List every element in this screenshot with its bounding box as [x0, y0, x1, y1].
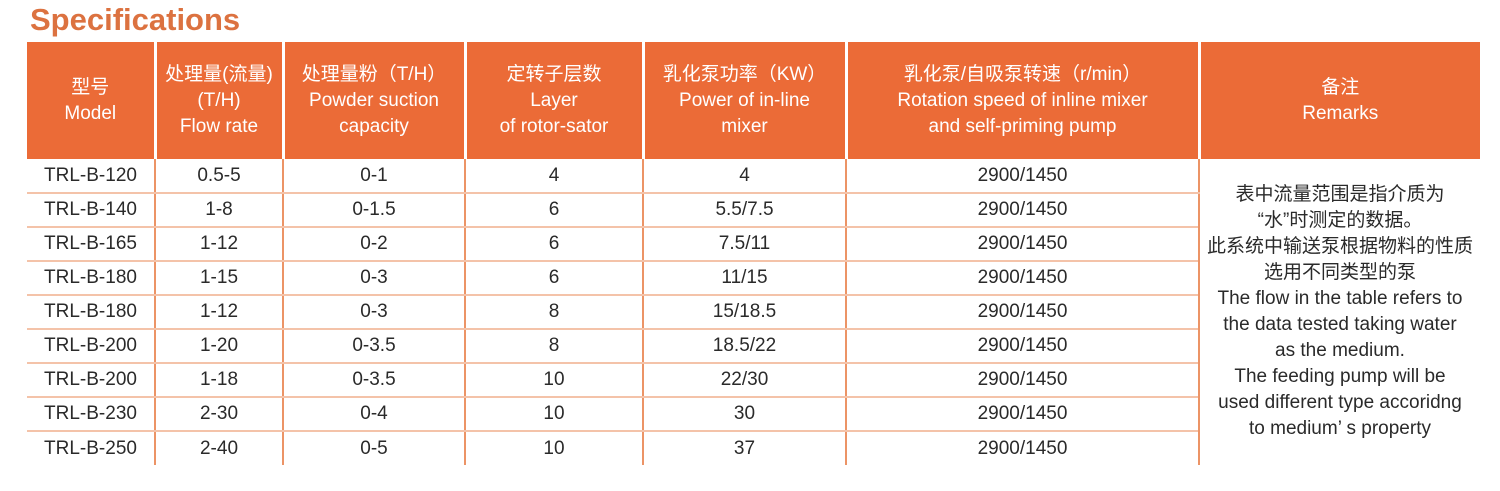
cell-rotation-speed: 2900/1450	[845, 227, 1199, 262]
col-header-rotor-stator-layers: 定转子层数 Layer of rotor-sator	[463, 42, 643, 159]
cell-rotor-stator-layers: 6	[464, 193, 643, 228]
cell-rotor-stator-layers: 6	[464, 261, 643, 296]
cell-powder-capacity: 0-2	[282, 227, 465, 262]
col-header-remarks: 备注 Remarks	[1197, 42, 1480, 159]
table-row: TRL-B-230 2-30 0-4 10 30 2900/1450	[27, 397, 1480, 432]
cell-mixer-power: 22/30	[642, 363, 846, 398]
cell-powder-capacity: 0-3	[282, 261, 465, 296]
cell-rotor-stator-layers: 8	[464, 295, 643, 330]
table-header-row: 型号 Model 处理量(流量) (T/H) Flow rate 处理量粉（T/…	[27, 42, 1480, 159]
cell-powder-capacity: 0-1.5	[282, 193, 465, 228]
cell-mixer-power: 30	[642, 397, 846, 432]
cell-flow-rate: 2-30	[154, 397, 283, 432]
cell-rotation-speed: 2900/1450	[845, 261, 1199, 296]
cell-flow-rate: 1-12	[154, 227, 283, 262]
specifications-table: 型号 Model 处理量(流量) (T/H) Flow rate 处理量粉（T/…	[27, 42, 1480, 465]
table-row: TRL-B-165 1-12 0-2 6 7.5/11 2900/1450	[27, 227, 1480, 262]
cell-model: TRL-B-120	[27, 159, 155, 194]
cell-rotor-stator-layers: 8	[464, 329, 643, 364]
col-header-powder-capacity: 处理量粉（T/H） Powder suction capacity	[281, 42, 465, 159]
cell-flow-rate: 1-15	[154, 261, 283, 296]
cell-flow-rate: 1-12	[154, 295, 283, 330]
cell-mixer-power: 7.5/11	[642, 227, 846, 262]
cell-powder-capacity: 0-3.5	[282, 363, 465, 398]
cell-rotation-speed: 2900/1450	[845, 363, 1199, 398]
cell-flow-rate: 0.5-5	[154, 159, 283, 194]
cell-model: TRL-B-180	[27, 295, 155, 330]
cell-rotation-speed: 2900/1450	[845, 159, 1199, 194]
cell-rotation-speed: 2900/1450	[845, 295, 1199, 330]
table-row: TRL-B-120 0.5-5 0-1 4 4 2900/1450 表中流量范围是指介质为 …	[27, 159, 1480, 465]
cell-model: TRL-B-200	[27, 363, 155, 398]
cell-rotation-speed: 2900/1450	[845, 193, 1199, 228]
cell-powder-capacity: 0-5	[282, 431, 465, 465]
page-title: Specifications	[30, 2, 241, 37]
cell-model: TRL-B-140	[27, 193, 155, 228]
cell-model: TRL-B-200	[27, 329, 155, 364]
table-row: TRL-B-200 1-20 0-3.5 8 18.5/22 2900/1450	[27, 329, 1480, 364]
remarks-cell: 表中流量范围是指介质为 “水”时测定的数据。 此系统中输送泵根据物料的性质 选用…	[1198, 159, 1480, 465]
cell-flow-rate: 1-20	[154, 329, 283, 364]
cell-rotor-stator-layers: 10	[464, 363, 643, 398]
cell-rotor-stator-layers: 10	[464, 397, 643, 432]
cell-mixer-power: 37	[642, 431, 846, 465]
cell-model: TRL-B-250	[44, 437, 137, 459]
table-row: TRL-B-200 1-18 0-3.5 10 22/30 2900/1450	[27, 363, 1480, 398]
cell-rotation-speed: 2900/1450	[845, 397, 1199, 432]
cell-mixer-power: 18.5/22	[642, 329, 846, 364]
cell-powder-capacity: 0-1	[282, 159, 465, 194]
cell-mixer-power: 5.5/7.5	[642, 193, 846, 228]
cell-flow-rate: 2-40	[154, 431, 283, 465]
col-header-model: 型号 Model	[27, 42, 155, 159]
table-row: TRL-B-140 1-8 0-1.5 6 5.5/7.5 2900/1450	[27, 193, 1480, 228]
cell-rotor-stator-layers: 10	[464, 431, 643, 465]
table-row: TRL-B-180 1-15 0-3 6 11/15 2900/1450	[27, 261, 1480, 296]
cell-mixer-power: 4	[642, 159, 846, 194]
col-header-mixer-power: 乳化泵功率（KW） Power of in-line mixer	[641, 42, 846, 159]
cell-model: TRL-B-180	[27, 261, 155, 296]
cell-mixer-power: 11/15	[642, 261, 846, 296]
cell-flow-rate: 1-8	[154, 193, 283, 228]
col-header-flow-rate: 处理量(流量) (T/H) Flow rate	[153, 42, 283, 159]
cell-flow-rate: 1-18	[154, 363, 283, 398]
cell-powder-capacity: 0-4	[282, 397, 465, 432]
cell-mixer-power: 15/18.5	[642, 295, 846, 330]
cell-rotation-speed: 2900/1450	[845, 329, 1199, 364]
spec-table-body: TRL-B-120 0.5-5 0-1 4 4 2900/1450 表中流量范围是指介质为 …	[27, 159, 1480, 465]
cell-rotor-stator-layers: 4	[464, 159, 643, 194]
col-header-rotation-speed: 乳化泵/自吸泵转速（r/min） Rotation speed of inlin…	[844, 42, 1199, 159]
cell-rotation-speed: 2900/1450	[845, 431, 1199, 465]
table-row: TRL-B-180 1-12 0-3 8 15/18.5 2900/1450	[27, 295, 1480, 330]
cell-powder-capacity: 0-3	[282, 295, 465, 330]
cell-powder-capacity: 0-3.5	[282, 329, 465, 364]
cell-model: TRL-B-165	[27, 227, 155, 262]
table-row: TRL-B-250 2-40 0-5 10 37 2900/1450	[27, 431, 1480, 465]
cell-rotor-stator-layers: 6	[464, 227, 643, 262]
cell-model: TRL-B-230	[27, 397, 155, 432]
